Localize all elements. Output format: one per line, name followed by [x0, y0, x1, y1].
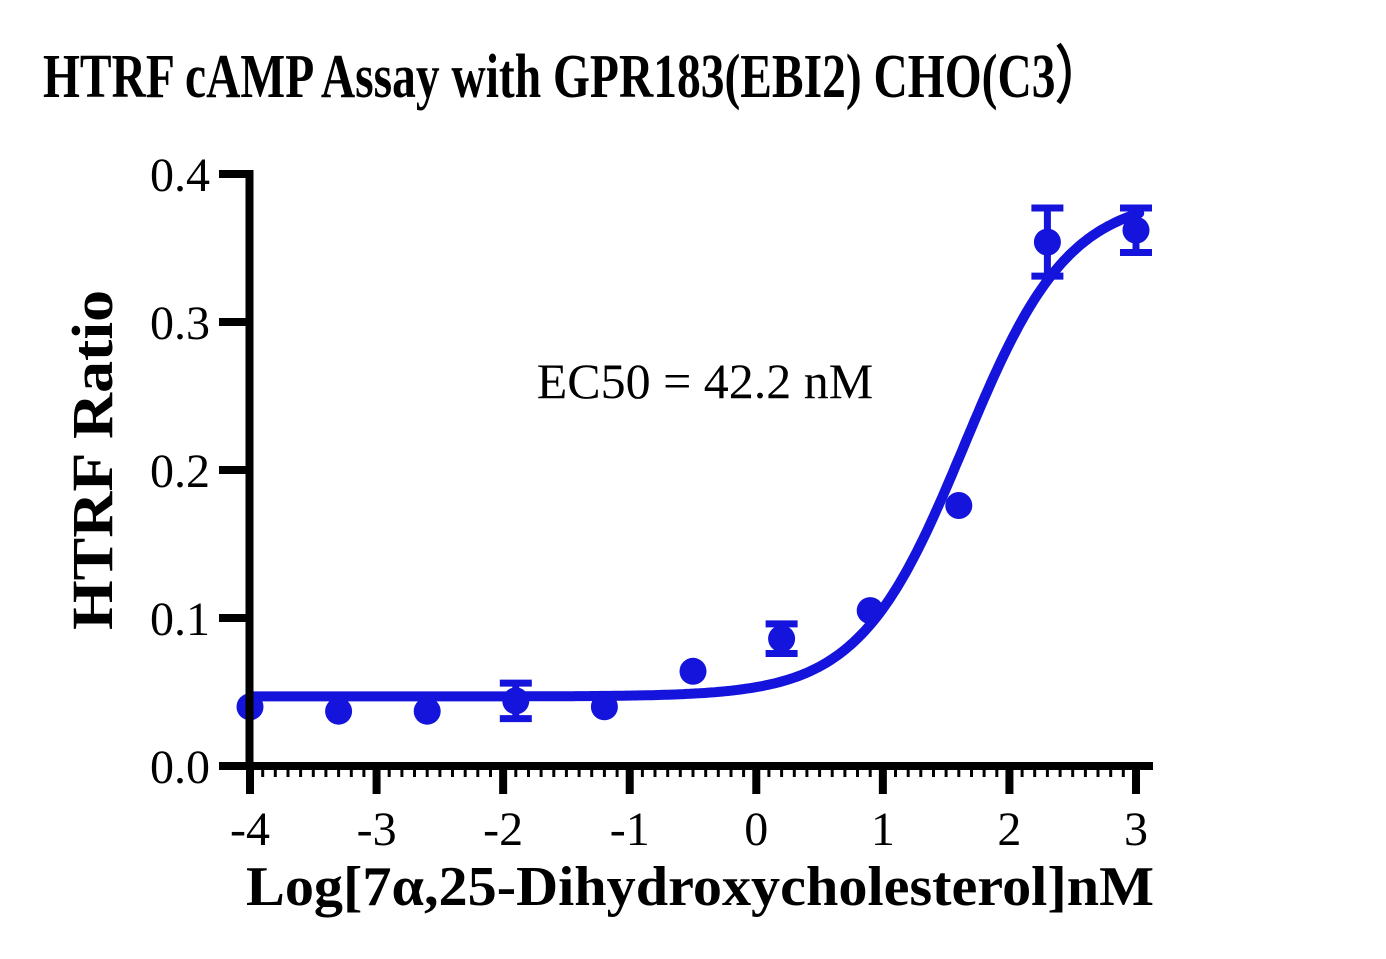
y-tick-label: 0.3 — [150, 297, 210, 350]
x-tick-label: 2 — [997, 803, 1021, 856]
data-point — [325, 697, 353, 725]
x-tick-label: 3 — [1124, 803, 1148, 856]
data-point — [679, 657, 707, 685]
x-tick-label: -2 — [483, 803, 523, 856]
x-tick-label: 1 — [871, 803, 895, 856]
y-axis-title: HTRF Ratio — [60, 290, 125, 630]
y-tick-label: 0.2 — [150, 445, 210, 498]
x-axis-title: Log[7α,25-Dihydroxycholesterol]nM — [246, 856, 1154, 918]
data-point — [945, 492, 973, 519]
y-tick-label: 0.4 — [150, 149, 210, 202]
data-point — [856, 597, 884, 625]
x-tick-label: -3 — [357, 803, 397, 856]
chart-title: HTRF cAMP Assay with GPR183(EBI2) CHO(C3… — [43, 41, 1103, 111]
x-tick-label: -1 — [610, 803, 650, 856]
fit-curve — [245, 208, 1145, 702]
x-tick-label: -4 — [230, 803, 270, 856]
ec50-annotation: EC50 = 42.2 nM — [537, 353, 874, 409]
y-tick-label: 0.1 — [150, 593, 210, 646]
data-point — [413, 697, 441, 725]
data-point — [502, 687, 530, 715]
x-tick-label: 0 — [744, 803, 768, 856]
data-point — [1033, 228, 1061, 256]
y-tick-label: 0.0 — [150, 741, 210, 794]
data-point — [1122, 216, 1150, 244]
data-point — [768, 625, 796, 653]
data-point — [590, 693, 618, 721]
